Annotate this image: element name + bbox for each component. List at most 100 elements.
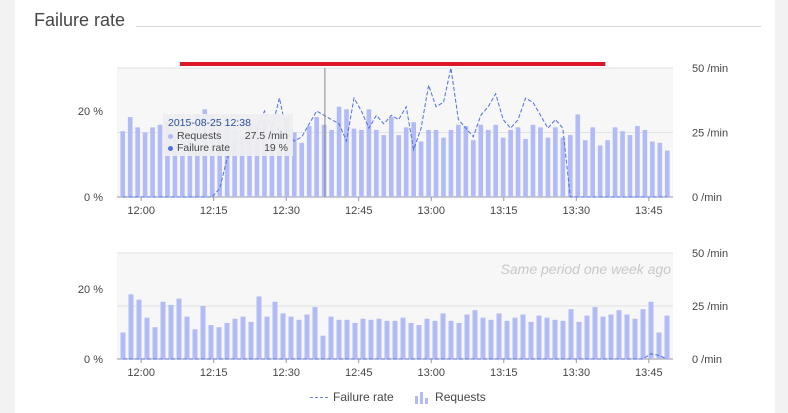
request-bar bbox=[224, 117, 230, 197]
x-tick-label: 12:45 bbox=[345, 367, 373, 379]
request-bar bbox=[247, 124, 252, 197]
tooltip-failure-label: Failure rate bbox=[177, 142, 231, 154]
comparison-caption: Same period one week ago bbox=[501, 261, 672, 277]
tooltip-failure-row: Failure rate 19 % bbox=[168, 142, 290, 154]
x-tick-label: 12:15 bbox=[200, 205, 228, 217]
request-bar bbox=[500, 137, 506, 197]
request-bar bbox=[545, 137, 551, 197]
y-right-tick: 50 /min bbox=[692, 63, 728, 75]
request-bar bbox=[403, 127, 409, 197]
request-bar bbox=[224, 322, 230, 359]
request-bar bbox=[642, 129, 648, 197]
tooltip-requests-label: Requests bbox=[177, 130, 222, 142]
request-bar bbox=[320, 335, 326, 359]
request-bar bbox=[418, 141, 424, 197]
request-bar bbox=[360, 318, 366, 359]
y-left-tick: 20 % bbox=[78, 106, 103, 118]
request-bar bbox=[496, 313, 502, 359]
request-bar bbox=[299, 142, 305, 197]
request-bar bbox=[504, 320, 510, 359]
request-bar bbox=[200, 306, 206, 359]
request-bar bbox=[384, 320, 390, 359]
request-bar bbox=[176, 298, 182, 359]
request-bar bbox=[172, 129, 178, 197]
request-bar bbox=[232, 129, 237, 197]
request-bar bbox=[400, 317, 406, 359]
request-bar bbox=[416, 325, 422, 359]
request-bar bbox=[351, 128, 357, 197]
request-bar bbox=[440, 313, 446, 359]
request-bar bbox=[493, 124, 499, 197]
request-bar bbox=[277, 127, 282, 197]
x-tick-label: 13:45 bbox=[635, 367, 663, 379]
request-bar bbox=[120, 131, 126, 197]
request-bar bbox=[376, 318, 382, 359]
x-tick-label: 13:30 bbox=[563, 367, 591, 379]
request-bar bbox=[157, 124, 163, 197]
request-bar bbox=[184, 316, 190, 359]
request-bar bbox=[217, 129, 223, 197]
request-bar bbox=[608, 314, 614, 359]
request-bar bbox=[314, 117, 319, 197]
request-bar bbox=[152, 327, 158, 359]
request-bar bbox=[160, 301, 166, 359]
failure-dot-icon bbox=[168, 145, 173, 151]
y-left-tick: 0 % bbox=[84, 354, 103, 366]
request-bar bbox=[128, 294, 134, 359]
request-bar bbox=[605, 140, 610, 197]
request-bar bbox=[508, 129, 513, 197]
y-left-tick: 20 % bbox=[78, 284, 103, 296]
x-tick-label: 13:00 bbox=[417, 367, 445, 379]
request-bar bbox=[254, 124, 260, 197]
y-right-tick: 0 /min bbox=[692, 354, 722, 366]
request-bar bbox=[165, 120, 170, 197]
request-bar bbox=[216, 327, 222, 359]
request-bar bbox=[463, 126, 469, 197]
request-bar bbox=[344, 109, 349, 197]
request-bar bbox=[396, 135, 402, 197]
request-bar bbox=[635, 126, 640, 197]
dashed-line-icon bbox=[310, 397, 328, 399]
tooltip-failure-value: 19 % bbox=[264, 142, 288, 154]
tooltip-requests-value: 27.5 /min bbox=[244, 130, 288, 142]
request-bar bbox=[648, 301, 654, 359]
request-bar bbox=[150, 127, 155, 197]
request-bar bbox=[441, 137, 446, 197]
y-left-tick: 0 % bbox=[84, 192, 103, 204]
request-bar bbox=[321, 124, 327, 197]
request-bar bbox=[512, 317, 518, 359]
request-bar bbox=[616, 310, 622, 359]
x-tick-label: 12:00 bbox=[127, 367, 155, 379]
x-tick-label: 13:15 bbox=[490, 367, 518, 379]
request-bar bbox=[232, 318, 238, 359]
legend-failure-label: Failure rate bbox=[333, 390, 394, 404]
request-bar bbox=[359, 129, 364, 197]
request-bar bbox=[180, 129, 185, 197]
request-bar bbox=[464, 314, 470, 359]
chart-legend: Failure rate Requests bbox=[310, 390, 504, 404]
request-bar bbox=[127, 117, 133, 197]
legend-requests[interactable]: Requests bbox=[415, 390, 486, 404]
request-bar bbox=[120, 332, 126, 359]
request-bar bbox=[142, 132, 148, 197]
request-bar bbox=[523, 138, 528, 197]
x-tick-label: 13:00 bbox=[417, 205, 445, 217]
problem-highlight-bar bbox=[179, 62, 606, 66]
request-bar bbox=[272, 301, 278, 359]
card-title: Failure rate bbox=[34, 10, 126, 30]
request-bar bbox=[620, 131, 625, 197]
request-bar bbox=[432, 320, 438, 359]
request-bar bbox=[136, 299, 142, 359]
request-bar bbox=[264, 316, 270, 359]
request-bar bbox=[664, 315, 670, 359]
request-bar bbox=[381, 135, 387, 197]
request-bar bbox=[480, 317, 486, 359]
request-bar bbox=[336, 319, 342, 359]
request-bar bbox=[515, 127, 521, 197]
requests-dot-icon bbox=[168, 133, 173, 139]
legend-failure-rate[interactable]: Failure rate bbox=[310, 390, 394, 404]
request-bar bbox=[530, 124, 536, 197]
request-bar bbox=[612, 127, 618, 197]
bars-icon bbox=[415, 391, 429, 404]
